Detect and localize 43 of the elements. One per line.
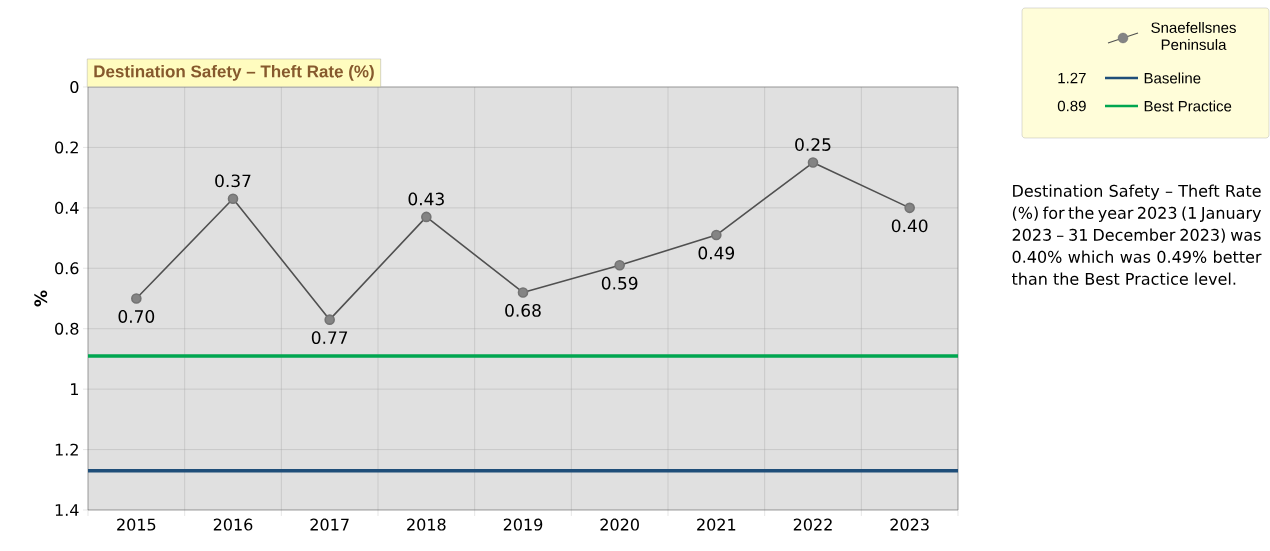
x-tick-label: 2017 <box>310 518 349 531</box>
y-tick-label: 0.4 <box>55 201 79 214</box>
data-label: 0.59 <box>601 276 638 290</box>
point <box>131 293 142 304</box>
x-tick-label: 2023 <box>890 518 929 531</box>
point <box>227 193 239 205</box>
data-label: 0.25 <box>795 138 831 151</box>
x-tick-label: 2015 <box>117 518 156 531</box>
y-tick-label: 0.8 <box>55 322 79 335</box>
x-tick-label: 2018 <box>407 518 446 531</box>
text: 1.27 <box>1058 72 1086 84</box>
legend-label: Baseline <box>1144 72 1201 84</box>
text: 0.89 <box>1057 100 1086 112</box>
chart-title: Destination Safety – Theft Rate (%) <box>94 64 374 81</box>
point <box>904 202 915 214</box>
y-tick-label: 0 <box>70 80 79 94</box>
data-label: 0.70 <box>118 310 155 323</box>
x-tick-label: 2019 <box>503 518 543 531</box>
point <box>711 229 722 241</box>
legend-label: Snaefellsnes Peninsula <box>1151 21 1236 50</box>
point <box>517 287 529 298</box>
y-axis-title: % <box>34 290 48 307</box>
y-tick-label: 1 <box>71 383 78 395</box>
x-tick-label: 2016 <box>213 518 253 531</box>
point <box>421 211 432 223</box>
y-tick-label: 1.4 <box>55 504 79 516</box>
data-label: 0.68 <box>505 303 541 317</box>
x-tick-label: 2021 <box>697 518 736 531</box>
data-label: 0.77 <box>311 331 348 345</box>
text: Destination Safety – Theft Rate (%) for the year 2023 (1 January 2023 – 31 December 2023) was 0.40% which was 0.49% better than the Best Practice level. <box>1011 184 1262 285</box>
x-tick-label: 2022 <box>793 518 832 531</box>
y-tick-label: 0.2 <box>55 141 78 154</box>
data-label: 0.43 <box>408 192 444 206</box>
point <box>807 157 819 168</box>
x-tick-label: 2020 <box>600 518 639 531</box>
data-label: 0.49 <box>698 246 735 260</box>
y-tick-label: 1.2 <box>55 443 78 456</box>
legend-label: Best Practice <box>1144 100 1232 112</box>
point <box>324 314 335 325</box>
point <box>614 259 625 271</box>
data-label: 0.37 <box>215 174 251 188</box>
y-tick-label: 0.6 <box>55 262 79 275</box>
data-label: 0.40 <box>891 219 928 233</box>
